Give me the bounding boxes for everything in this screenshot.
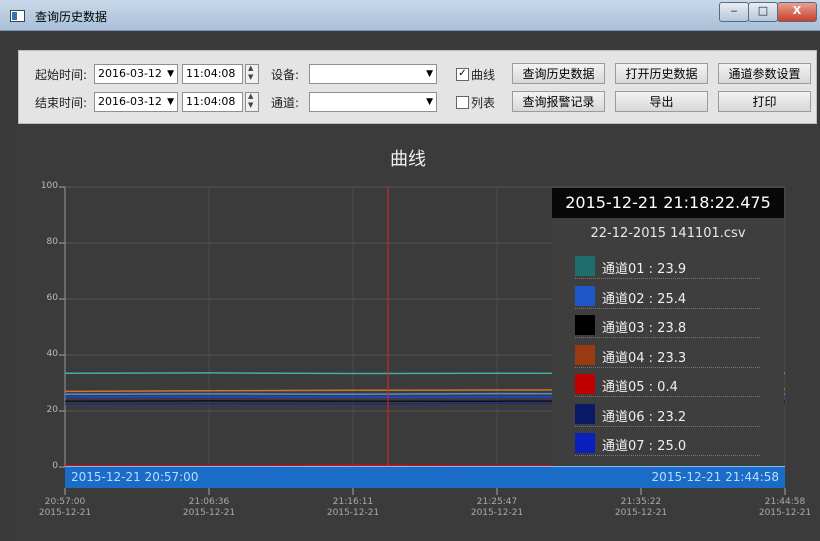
end-time-label: 结束时间: bbox=[35, 96, 88, 110]
chevron-down-icon: ▼ bbox=[167, 97, 174, 107]
legend-swatch bbox=[575, 374, 595, 394]
title-bar: 查询历史数据 ‒ □ X bbox=[0, 0, 820, 31]
chevron-down-icon: ▼ bbox=[426, 69, 433, 79]
legend-item-ch04: 通道04 : 23.3 bbox=[575, 343, 760, 368]
open-history-button[interactable]: 打开历史数据 bbox=[615, 63, 708, 84]
query-toolbar: 起始时间: 2016-03-12 ▼ 11:04:08 设备: ▼ ✓ 曲线 查… bbox=[18, 50, 817, 124]
time-range-bar[interactable]: 2015-12-21 20:57:00 2015-12-21 21:44:58 bbox=[65, 466, 785, 488]
legend-item-ch05: 通道05 : 0.4 bbox=[575, 372, 760, 397]
legend-label: 通道02 : 25.4 bbox=[602, 292, 687, 307]
x-tick-label: 21:16:11 2015-12-21 bbox=[326, 497, 380, 518]
y-tick-label: 20 bbox=[46, 405, 58, 415]
minimize-button[interactable]: ‒ bbox=[719, 2, 749, 22]
legend-swatch bbox=[575, 315, 595, 335]
legend-label: 通道01 : 23.9 bbox=[602, 262, 687, 277]
cursor-legend-panel: 2015-12-21 21:18:22.475 22-12-2015 14110… bbox=[552, 188, 784, 466]
list-checkbox[interactable] bbox=[456, 96, 469, 109]
legend-item-ch02: 通道02 : 25.4 bbox=[575, 284, 760, 309]
legend-label: 通道03 : 23.8 bbox=[602, 321, 687, 336]
device-label: 设备: bbox=[271, 68, 300, 82]
start-time-spinner[interactable] bbox=[245, 64, 259, 84]
chevron-down-icon: ▼ bbox=[426, 97, 433, 107]
legend-swatch bbox=[575, 345, 595, 365]
x-tick-label: 21:35:22 2015-12-21 bbox=[614, 497, 668, 518]
legend-label: 通道04 : 23.3 bbox=[602, 351, 687, 366]
end-time-spinner[interactable] bbox=[245, 92, 259, 112]
device-select[interactable]: ▼ bbox=[309, 64, 437, 84]
chevron-down-icon: ▼ bbox=[167, 69, 174, 79]
y-tick-label: 100 bbox=[40, 181, 58, 191]
legend-swatch bbox=[575, 433, 595, 453]
channel-select[interactable]: ▼ bbox=[309, 92, 437, 112]
query-history-button[interactable]: 查询历史数据 bbox=[512, 63, 605, 84]
y-tick-label: 0 bbox=[52, 461, 58, 471]
legend-item-ch06: 通道06 : 23.2 bbox=[575, 402, 760, 427]
legend-item-ch03: 通道03 : 23.8 bbox=[575, 313, 760, 338]
y-tick-label: 80 bbox=[46, 237, 58, 247]
legend-swatch bbox=[575, 286, 595, 306]
legend-label: 通道07 : 25.0 bbox=[602, 439, 687, 454]
legend-swatch bbox=[575, 404, 595, 424]
x-tick-label: 21:44:58 2015-12-21 bbox=[758, 497, 812, 518]
window-title: 查询历史数据 bbox=[35, 10, 108, 24]
end-date-value: 2016-03-12 bbox=[98, 95, 162, 108]
curve-checkbox[interactable]: ✓ bbox=[456, 68, 469, 81]
x-tick-label: 21:25:47 2015-12-21 bbox=[470, 497, 524, 518]
query-alarm-button[interactable]: 查询报警记录 bbox=[512, 91, 605, 112]
close-button[interactable]: X bbox=[777, 2, 817, 22]
channel-label: 通道: bbox=[271, 96, 300, 110]
channel-params-button[interactable]: 通道参数设置 bbox=[718, 63, 811, 84]
y-tick-label: 40 bbox=[46, 349, 58, 359]
range-start-label: 2015-12-21 20:57:00 bbox=[71, 470, 199, 484]
app-icon bbox=[10, 10, 25, 22]
legend-label: 通道05 : 0.4 bbox=[602, 380, 678, 395]
x-tick-label: 20:57:00 2015-12-21 bbox=[38, 497, 92, 518]
y-tick-label: 60 bbox=[46, 293, 58, 303]
cursor-time: 2015-12-21 21:18:22.475 bbox=[552, 188, 784, 218]
range-end-label: 2015-12-21 21:44:58 bbox=[651, 470, 779, 484]
start-time-label: 起始时间: bbox=[35, 68, 88, 82]
print-button[interactable]: 打印 bbox=[718, 91, 811, 112]
end-time-input[interactable]: 11:04:08 bbox=[182, 92, 243, 112]
start-date-picker[interactable]: 2016-03-12 ▼ bbox=[94, 64, 178, 84]
data-file-name: 22-12-2015 141101.csv bbox=[590, 226, 746, 241]
list-label: 列表 bbox=[471, 96, 496, 110]
start-date-value: 2016-03-12 bbox=[98, 67, 162, 80]
legend-item-ch01: 通道01 : 23.9 bbox=[575, 254, 760, 279]
legend-item-ch07: 通道07 : 25.0 bbox=[575, 431, 760, 456]
export-button[interactable]: 导出 bbox=[615, 91, 708, 112]
curve-label: 曲线 bbox=[471, 68, 496, 82]
start-time-input[interactable]: 11:04:08 bbox=[182, 64, 243, 84]
legend-swatch bbox=[575, 256, 595, 276]
end-date-picker[interactable]: 2016-03-12 ▼ bbox=[94, 92, 178, 112]
x-tick-label: 21:06:36 2015-12-21 bbox=[182, 497, 236, 518]
chart-title: 曲线 bbox=[390, 149, 426, 170]
legend-label: 通道06 : 23.2 bbox=[602, 410, 687, 425]
